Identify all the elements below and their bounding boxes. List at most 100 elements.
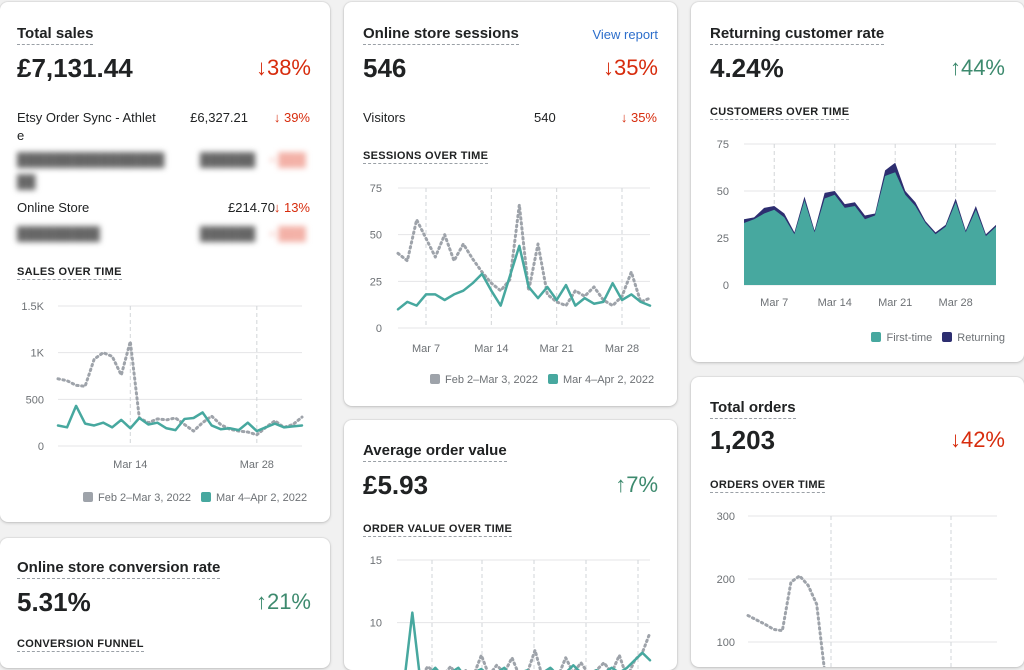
orders-over-time-chart: 100 200 300 [717,511,997,667]
returning-rate-delta: ↑44% [949,55,1005,80]
x-tick-label: Mar 28 [605,343,639,355]
legend-label: Returning [957,332,1005,344]
series-line-previous [423,631,652,670]
x-tick-label: Mar 28 [939,297,973,309]
order-value-over-time-chart: 10 15 [370,555,652,670]
x-tick-label: Mar 21 [878,297,912,309]
legend-item-returning[interactable]: Returning [942,332,1005,344]
legend-item-first-time[interactable]: First-time [871,332,932,344]
x-tick-label: Mar 14 [818,297,852,309]
x-tick-label: Mar 14 [113,459,147,471]
sales-channel-delta-text: ↓ 39% [273,110,310,125]
series-line-current [404,611,652,670]
sessions-chart-legend: Feb 2–Mar 3, 2022 Mar 4–Apr 2, 2022 [430,374,654,386]
blurred-channel-row: ████████████████ [17,152,165,167]
sales-channel-delta: ↓ 39% [274,110,310,125]
sales-chart-legend: Feb 2–Mar 3, 2022 Mar 4–Apr 2, 2022 [83,492,307,504]
total-sales-value: £7,131.44 [17,53,133,83]
aov-value: £5.93 [363,470,429,500]
average-order-value-card: Average order value £5.93 ↑7% ORDER VALU… [344,420,677,670]
online-store-sessions-card: Online store sessions View report 546 ↓3… [344,2,677,406]
series-line-previous [56,339,304,437]
total-sales-title[interactable]: Total sales [17,25,94,45]
y-tick-label: 50 [370,230,382,242]
blurred-channel-value: ██████ [200,152,256,167]
returning-rate-title[interactable]: Returning customer rate [710,25,885,45]
customers-over-time-chart: 0 25 50 75 Mar 7 Mar 14 Mar 21 Mar 28 [717,139,996,309]
x-tick-label: Mar 7 [412,343,440,355]
y-tick-label: 0 [38,441,44,453]
sessions-chart-title[interactable]: SESSIONS OVER TIME [363,150,489,164]
area-first-time [744,172,996,285]
legend-label: Feb 2–Mar 3, 2022 [98,492,191,504]
sessions-delta: ↓35% [602,55,658,80]
sales-chart-title[interactable]: SALES OVER TIME [17,266,122,280]
sessions-value: 546 [363,53,407,83]
blurred-channel-row: █████████ [17,226,100,241]
y-tick-label: 10 [370,618,382,630]
blurred-channel-value: ██████ [200,226,256,241]
y-tick-label: 500 [26,394,44,406]
customers-chart-legend: First-time Returning [871,332,1005,344]
orders-chart-title[interactable]: ORDERS OVER TIME [710,479,826,493]
conversion-rate-value: 5.31% [17,587,91,617]
legend-label: Mar 4–Apr 2, 2022 [215,492,308,504]
customers-chart-title[interactable]: CUSTOMERS OVER TIME [710,106,850,120]
series-line-previous [746,574,826,667]
blurred-channel-row: ██ [17,174,36,189]
y-tick-label: 50 [717,186,729,198]
x-tick-label: Mar 21 [540,343,574,355]
legend-label: Feb 2–Mar 3, 2022 [445,374,538,386]
sales-over-time-chart: 0 500 1K 1.5K Mar 14 Mar 28 [21,301,304,471]
sales-channel-delta: ↓ 13% [274,200,310,215]
series-line-current [56,404,304,433]
visitors-delta: ↓ 35% [621,110,657,125]
visitors-delta-text: ↓ 35% [620,110,657,125]
sales-channel-name: Etsy Order Sync - Athlet [17,110,156,125]
visitors-value: 540 [534,110,556,125]
blurred-channel-delta: ▪ ███ [270,226,306,241]
total-sales-card: Total sales £7,131.44 ↓38% Etsy Order Sy… [0,2,330,522]
x-tick-label: Mar 28 [240,459,274,471]
aov-delta: ↑7% [615,472,658,497]
y-tick-label: 25 [370,276,382,288]
sales-channel-value: £6,327.21 [190,110,248,125]
total-orders-card: Total orders 1,203 ↓42% ORDERS OVER TIME… [691,377,1024,667]
y-tick-label: 300 [717,511,735,523]
conversion-rate-title[interactable]: Online store conversion rate [17,559,221,579]
series-line-current [396,244,652,311]
legend-label: Mar 4–Apr 2, 2022 [562,374,655,386]
sales-channel-name-wrap: e [17,128,25,143]
aov-chart-title[interactable]: ORDER VALUE OVER TIME [363,523,513,537]
returning-rate-value: 4.24% [710,53,784,83]
legend-item-previous[interactable]: Feb 2–Mar 3, 2022 [83,492,191,504]
x-tick-label: Mar 7 [760,297,788,309]
conversion-rate-card: Online store conversion rate 5.31% ↑21% … [0,538,330,668]
x-tick-label: Mar 14 [474,343,508,355]
y-tick-label: 75 [370,183,382,195]
y-tick-label: 25 [717,233,729,245]
y-tick-label: 200 [717,574,735,586]
legend-item-current[interactable]: Mar 4–Apr 2, 2022 [547,374,655,386]
series-line-previous [396,203,652,308]
sessions-title[interactable]: Online store sessions [363,25,519,45]
y-tick-label: 1.5K [21,301,44,313]
y-tick-label: 0 [376,323,382,335]
sessions-over-time-chart: 0 25 50 75 Mar 7 Mar 14 Mar 21 Mar 28 [370,183,652,355]
sales-channel-delta-text: ↓ 13% [273,200,310,215]
total-orders-delta: ↓42% [949,427,1005,452]
total-orders-title[interactable]: Total orders [710,399,796,419]
returning-customer-rate-card: Returning customer rate 4.24% ↑44% CUSTO… [691,2,1024,362]
y-tick-label: 75 [717,139,729,151]
blurred-channel-delta: ▪ ███ [270,152,306,167]
sales-channel-value: £214.70 [228,200,275,215]
aov-title[interactable]: Average order value [363,442,507,462]
total-sales-delta: ↓38% [255,55,311,80]
y-tick-label: 0 [723,280,729,292]
sales-channel-name: Online Store [17,200,90,215]
legend-item-previous[interactable]: Feb 2–Mar 3, 2022 [430,374,538,386]
visitors-label: Visitors [363,110,406,125]
view-report-link[interactable]: View report [592,27,658,42]
conversion-rate-delta: ↑21% [255,589,311,614]
legend-item-current[interactable]: Mar 4–Apr 2, 2022 [200,492,308,504]
